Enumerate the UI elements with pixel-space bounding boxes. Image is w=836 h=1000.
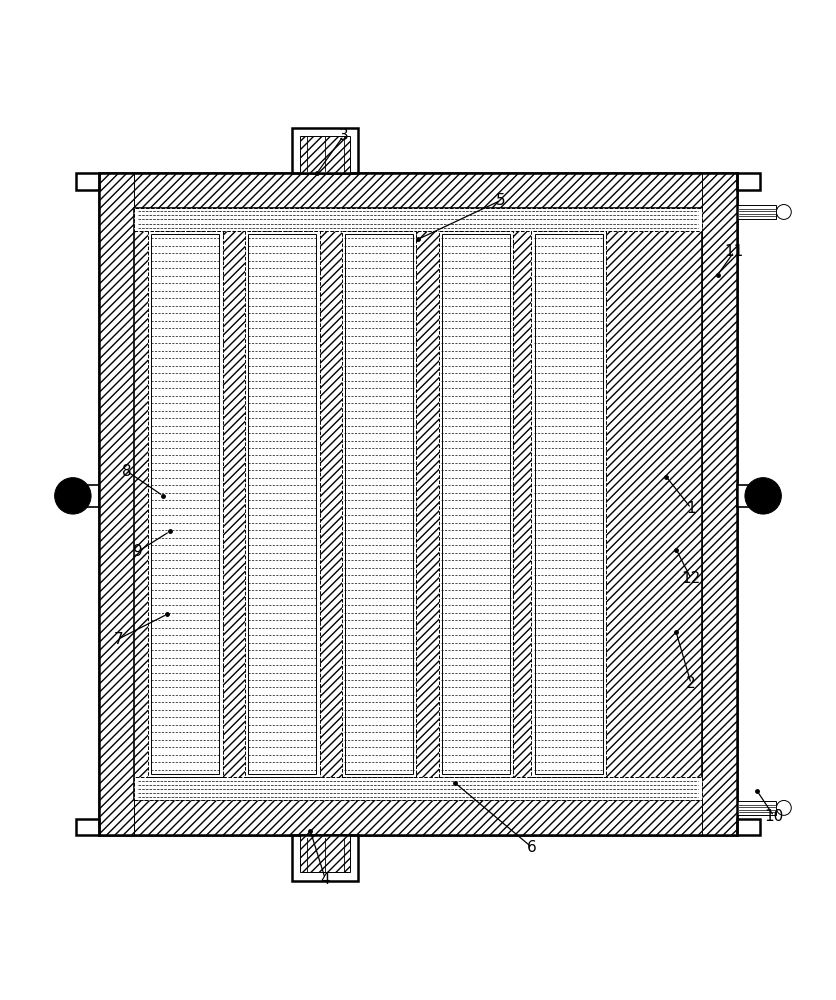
Bar <box>737 205 777 219</box>
Bar <box>439 231 513 777</box>
Bar <box>148 231 222 777</box>
Bar <box>737 173 760 190</box>
Text: 9: 9 <box>134 544 143 559</box>
Bar <box>99 173 737 835</box>
Bar <box>99 173 134 835</box>
Text: 10: 10 <box>764 809 783 824</box>
Bar <box>300 835 350 872</box>
Bar <box>248 234 316 774</box>
Bar <box>442 234 510 774</box>
Bar <box>134 208 702 231</box>
Bar <box>99 173 737 835</box>
Bar <box>76 173 99 190</box>
Bar <box>342 231 416 777</box>
Bar <box>300 136 350 173</box>
Text: 7: 7 <box>114 632 123 647</box>
Bar <box>345 234 413 774</box>
Bar <box>532 231 606 777</box>
Bar <box>76 819 99 835</box>
Text: 4: 4 <box>320 872 330 887</box>
Bar <box>702 173 737 835</box>
Circle shape <box>54 478 91 514</box>
Text: 12: 12 <box>681 571 701 586</box>
Bar <box>134 208 702 800</box>
Text: 5: 5 <box>496 193 506 208</box>
Text: 11: 11 <box>725 244 744 259</box>
Bar <box>737 485 768 507</box>
Circle shape <box>745 478 782 514</box>
Text: 6: 6 <box>528 840 537 855</box>
Bar <box>342 231 416 777</box>
Bar <box>737 801 777 815</box>
Bar <box>99 173 737 208</box>
Bar <box>245 231 319 777</box>
Bar <box>68 485 99 507</box>
Text: 1: 1 <box>686 501 696 516</box>
Bar <box>293 835 359 881</box>
Text: 2: 2 <box>686 676 696 691</box>
Text: 3: 3 <box>339 128 349 143</box>
Bar <box>134 777 702 800</box>
Bar <box>151 234 219 774</box>
Circle shape <box>777 800 792 815</box>
Bar <box>535 234 603 774</box>
Bar <box>532 231 606 777</box>
Bar <box>439 231 513 777</box>
Bar <box>148 231 222 777</box>
Bar <box>245 231 319 777</box>
Bar <box>293 128 359 173</box>
Text: 8: 8 <box>122 464 131 479</box>
Bar <box>737 819 760 835</box>
Circle shape <box>777 205 792 219</box>
Bar <box>99 800 737 835</box>
